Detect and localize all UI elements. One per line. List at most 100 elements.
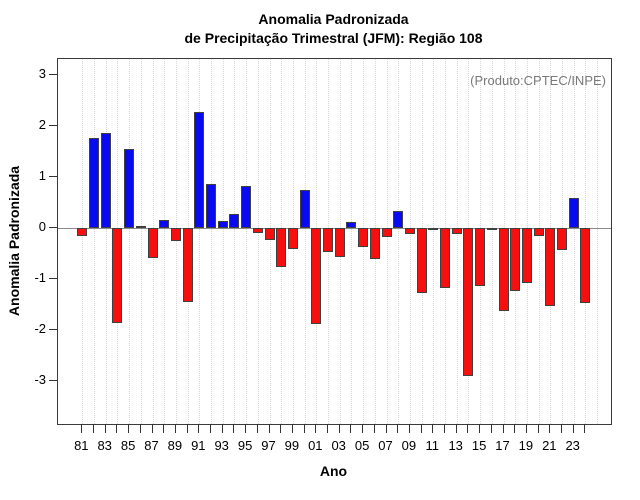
bar-2018 [510, 228, 521, 292]
x-tick [268, 424, 270, 433]
x-tick [116, 424, 118, 433]
year-gridline [222, 59, 224, 424]
y-tick [49, 74, 57, 75]
bar-2009 [404, 228, 415, 235]
y-tick-label: 3 [38, 66, 46, 81]
bar-1998 [276, 228, 287, 267]
year-gridline [433, 59, 435, 424]
year-gridline [386, 59, 388, 424]
x-tick [537, 424, 539, 433]
y-tick [49, 278, 57, 279]
x-tick [256, 424, 258, 433]
x-tick-label: 23 [565, 438, 580, 453]
y-tick-label: 0 [38, 219, 46, 234]
bar-1982 [89, 137, 99, 228]
x-tick [385, 424, 387, 433]
x-tick [490, 424, 492, 433]
x-axis-title: Ano [319, 463, 348, 479]
y-tick [49, 125, 57, 126]
x-tick [221, 424, 223, 433]
x-tick [444, 424, 445, 433]
chart-title: Anomalia Padronizada de Precipitação Tri… [57, 10, 610, 48]
bar-2020 [533, 228, 544, 236]
x-tick [479, 424, 481, 433]
x-tick [104, 424, 106, 433]
bar-2021 [545, 228, 556, 307]
x-tick-label: 05 [354, 438, 370, 453]
year-gridline [573, 59, 575, 424]
year-gridline [105, 59, 107, 424]
x-tick-label: 93 [214, 438, 229, 453]
x-tick-label: 01 [308, 438, 323, 453]
y-axis-title: Anomalia Padronizada [0, 58, 28, 423]
x-tick [186, 424, 188, 433]
year-gridline [82, 59, 84, 424]
x-tick [81, 424, 83, 433]
year-gridline [398, 59, 400, 424]
bar-1996 [252, 228, 263, 234]
x-tick [467, 424, 469, 433]
bar-1990 [182, 228, 193, 302]
year-gridline [199, 59, 201, 424]
x-tick-label: 15 [471, 438, 487, 453]
x-tick [549, 424, 551, 433]
y-tick [49, 227, 57, 228]
x-tick-label: 17 [495, 438, 510, 453]
x-tick [245, 424, 247, 433]
year-gridline [456, 59, 458, 424]
x-tick [514, 424, 516, 433]
zero-line [58, 228, 611, 229]
bar-1988 [159, 220, 170, 228]
bar-1995 [241, 185, 252, 228]
x-tick-label: 99 [284, 438, 300, 453]
bar-2001 [311, 228, 322, 324]
year-gridline [304, 59, 306, 424]
bar-2008 [393, 211, 404, 228]
x-tick-label: 03 [331, 438, 346, 453]
x-tick-label: 19 [518, 438, 534, 453]
x-tick [408, 424, 410, 433]
bar-2004 [346, 221, 357, 228]
bar-2002 [323, 228, 333, 253]
x-tick-label: 95 [237, 438, 253, 453]
bar-1985 [124, 149, 135, 228]
y-tick [49, 329, 57, 330]
x-tick-label: 09 [401, 438, 417, 453]
x-tick [233, 424, 235, 433]
bar-2023 [568, 197, 579, 228]
x-tick [280, 424, 282, 433]
year-gridline [351, 59, 353, 424]
bar-1986 [135, 225, 146, 228]
bar-1999 [287, 228, 298, 249]
year-gridline [94, 59, 95, 424]
bar-2016 [486, 228, 497, 230]
bar-2014 [463, 228, 474, 376]
bar-1987 [147, 228, 158, 259]
bar-2024 [580, 228, 591, 303]
x-tick [502, 424, 504, 433]
x-tick [420, 424, 422, 433]
x-tick-label: 87 [144, 438, 159, 453]
year-gridline [140, 59, 142, 424]
bar-1984 [112, 228, 123, 323]
x-tick [198, 424, 200, 433]
chart-title-line1: Anomalia Padronizada [258, 11, 409, 27]
x-tick [93, 424, 94, 433]
source-annotation: (Produto:CPTEC/INPE) [470, 73, 606, 88]
year-gridline [257, 59, 259, 424]
x-tick [303, 424, 305, 433]
x-tick [315, 424, 317, 433]
bar-2007 [381, 228, 392, 238]
x-tick [373, 424, 375, 433]
x-tick [338, 424, 340, 433]
bar-1983 [100, 133, 111, 228]
x-tick-label: 97 [261, 438, 276, 453]
plot-area [57, 58, 612, 425]
year-gridline [129, 59, 131, 424]
x-tick [572, 424, 574, 433]
year-gridline [164, 59, 166, 424]
bar-2011 [428, 228, 439, 230]
x-tick [432, 424, 434, 433]
x-tick [561, 424, 562, 433]
